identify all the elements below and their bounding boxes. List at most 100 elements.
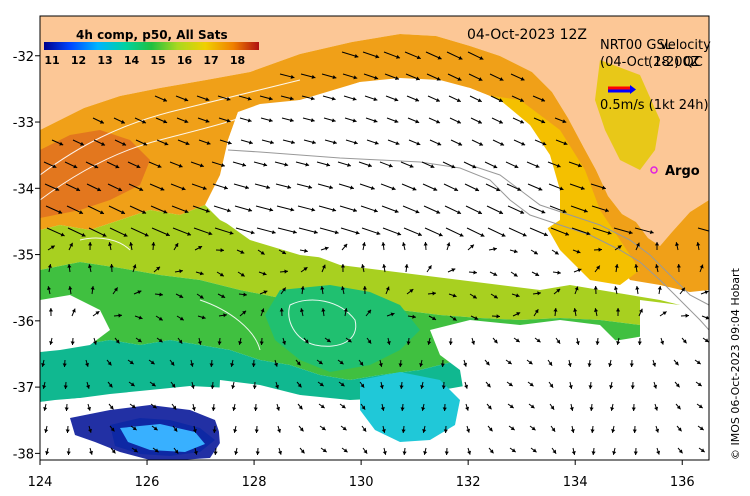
velocity-arrow-head (81, 232, 86, 237)
velocity-arrow-head (552, 449, 557, 454)
velocity-arrow-head (284, 269, 288, 274)
velocity-arrow-head (296, 361, 301, 366)
velocity-arrow-head (326, 162, 331, 167)
velocity-arrow-head (553, 308, 558, 312)
date-label: 04-Oct-2023 12Z (467, 27, 587, 43)
velocity-arrow-head (354, 53, 359, 58)
velocity-arrow-head (353, 140, 358, 145)
argo-marker (650, 166, 658, 174)
velocity-arrow-head (373, 118, 378, 123)
velocity-arrow-head (311, 207, 316, 212)
velocity-arrow-head (395, 141, 400, 146)
velocity-arrow-head (498, 119, 503, 124)
colorbar-tick-label: 18 (230, 54, 245, 67)
velocity-arrow-head (510, 426, 515, 431)
velocity-arrow-head (292, 229, 297, 234)
velocity-arrow-head (220, 248, 224, 253)
velocity-arrow-head (629, 363, 634, 367)
velocity-arrow-head (634, 264, 639, 268)
velocity-arrow-head (614, 264, 619, 268)
velocity-arrow-head (136, 164, 141, 169)
velocity-arrow-head (221, 294, 226, 298)
velocity-arrow-head (212, 429, 217, 433)
velocity-arrow-head (427, 265, 432, 270)
velocity-arrow-head (448, 341, 453, 345)
velocity-arrow-head (181, 186, 186, 191)
velocity-legend: NRT00 GSL velocity (04-Oct 18:00Z (2-2) … (600, 38, 711, 113)
velocity-arrow-head (118, 313, 122, 318)
velocity-arrow-head (443, 429, 448, 433)
velocity-arrow-head (199, 163, 204, 168)
velocity-arrow-head (178, 339, 183, 344)
velocity-arrow-head (350, 185, 354, 190)
velocity-arrow-head (433, 187, 438, 191)
velocity-arrow-head (321, 426, 326, 431)
velocity-arrow-head (402, 451, 407, 455)
velocity-arrow-head (394, 209, 399, 213)
velocity-arrow-head (360, 383, 365, 388)
velocity-arrow-head (67, 264, 72, 268)
velocity-arrow-head (310, 118, 315, 123)
argo-label: Argo (665, 164, 700, 179)
velocity-arrow-head (519, 119, 524, 124)
y-axis: -32 -33 -34 -35 -36 -37 -38 (13, 50, 40, 462)
velocity-sub-b: (2-2) QC (648, 55, 703, 70)
velocity-arrow-head (467, 450, 472, 455)
velocity-arrow-head (361, 405, 366, 410)
colorbar-tick-label: 16 (177, 54, 193, 67)
velocity-arrow-head (391, 186, 396, 191)
velocity-arrow-head (437, 141, 442, 146)
velocity-arrow-head (363, 449, 368, 454)
velocity-arrow-head (378, 363, 383, 367)
velocity-arrow-head (535, 272, 540, 276)
velocity-arrow-head (633, 451, 638, 455)
velocity-arrow-head (122, 141, 127, 146)
velocity-arrow-head (219, 272, 224, 277)
velocity-arrow-head (170, 361, 175, 366)
velocity-arrow-head (415, 209, 420, 214)
velocity-arrow-head (475, 187, 480, 192)
velocity-arrow-head (50, 245, 55, 250)
velocity-arrow-head (399, 385, 404, 389)
velocity-arrow-head (421, 407, 426, 411)
velocity-arrow-head (282, 340, 287, 345)
velocity-arrow-head (478, 77, 483, 81)
velocity-arrow-head (73, 164, 78, 169)
velocity-arrow-head (541, 97, 545, 102)
velocity-arrow-head (653, 384, 658, 389)
velocity-arrow-head (493, 272, 498, 276)
velocity-arrow-head (415, 76, 420, 81)
velocity-arrow-head (99, 210, 104, 215)
velocity-arrow-head (508, 382, 513, 387)
velocity-arrow-head (202, 186, 207, 190)
velocity-arrow-head (213, 451, 218, 455)
velocity-arrow-head (543, 232, 548, 237)
y-tick-label: -37 (13, 381, 34, 396)
velocity-arrow-head (240, 250, 245, 254)
velocity-arrow-head (430, 164, 435, 169)
velocity-arrow-head (187, 231, 192, 236)
velocity-arrow-head (143, 141, 148, 146)
velocity-arrow-head (607, 230, 612, 235)
velocity-arrow-head (630, 385, 635, 389)
velocity-arrow-head (568, 385, 573, 389)
velocity-arrow-head (340, 264, 346, 268)
velocity-arrow-head (201, 315, 206, 320)
velocity-arrow-head (611, 429, 616, 433)
velocity-arrow-head (243, 292, 247, 297)
velocity-arrow-head (69, 242, 73, 247)
velocity-arrow-head (681, 287, 685, 292)
velocity-arrow-head (137, 290, 142, 295)
velocity-arrow-head (268, 118, 273, 123)
velocity-arrow-head (469, 244, 474, 249)
velocity-arrow-head (208, 231, 213, 236)
velocity-arrow-head (141, 119, 146, 124)
velocity-arrow-head (655, 428, 660, 433)
y-tick-label: -33 (13, 116, 34, 131)
velocity-arrow-head (697, 382, 702, 387)
velocity-arrow-head (300, 449, 305, 454)
velocity-arrow-head (341, 404, 346, 409)
velocity-arrow-head (541, 119, 546, 124)
velocity-arrow-head (229, 230, 234, 235)
velocity-arrow-head (179, 316, 184, 321)
